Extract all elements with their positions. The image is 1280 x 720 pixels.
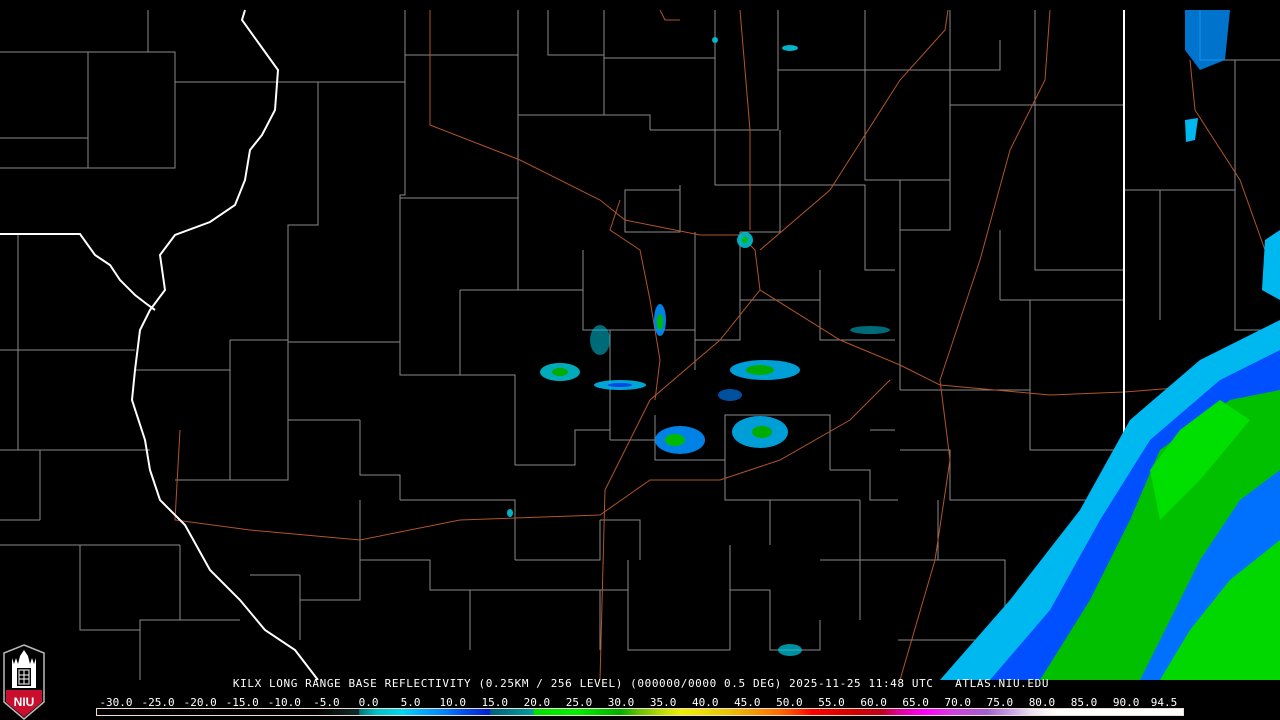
reflectivity-colorbar [96, 708, 1184, 716]
colorbar-tick-label: 75.0 [986, 696, 1014, 709]
colorbar-tick-label: 85.0 [1070, 696, 1098, 709]
iowa-missouri-border [0, 233, 156, 311]
colorbar-tick-label: 70.0 [944, 696, 972, 709]
radar-map [0, 9, 1280, 680]
colorbar-tick-label: 94.5 [1150, 696, 1178, 709]
colorbar-tick-label: 55.0 [818, 696, 845, 709]
colorbar-tick-label: 15.0 [481, 696, 509, 709]
iowa-illinois-border [130, 9, 319, 680]
niu-logo: NIU [3, 644, 45, 720]
colorbar-tick-label: -5.0 [313, 696, 340, 709]
colorbar-tick-label: -20.0 [183, 696, 217, 709]
colorbar-tick-label: 90.0 [1112, 696, 1140, 709]
radar-echoes [507, 10, 1280, 680]
colorbar-tick-label: 25.0 [565, 696, 593, 709]
colorbar-tick-label: 20.0 [523, 696, 551, 709]
colorbar-tick-label: -25.0 [141, 696, 175, 709]
local-clutter [507, 37, 890, 656]
precipitation-band [940, 10, 1280, 680]
colorbar-tick-label: 35.0 [649, 696, 677, 709]
product-title: KILX LONG RANGE BASE REFLECTIVITY (0.25K… [232, 677, 1050, 690]
colorbar-tick-label: 60.0 [860, 696, 887, 709]
colorbar-tick-label: 50.0 [776, 696, 803, 709]
colorbar-tick-label: 80.0 [1028, 696, 1056, 709]
svg-text:NIU: NIU [14, 695, 35, 709]
colorbar-tick-label: -30.0 [99, 696, 133, 709]
colorbar-tick-label: 30.0 [607, 696, 635, 709]
colorbar-tick-label: 45.0 [734, 696, 761, 709]
state-borders [0, 9, 1137, 680]
colorbar-tick-label: 10.0 [439, 696, 466, 709]
colorbar-tick-label: 40.0 [691, 696, 719, 709]
colorbar-tick-label: -15.0 [225, 696, 259, 709]
colorbar-tick-label: 5.0 [400, 696, 421, 709]
colorbar-tick-label: 0.0 [358, 696, 379, 709]
colorbar-tick-label: -10.0 [267, 696, 301, 709]
colorbar-tick-label: 65.0 [902, 696, 929, 709]
